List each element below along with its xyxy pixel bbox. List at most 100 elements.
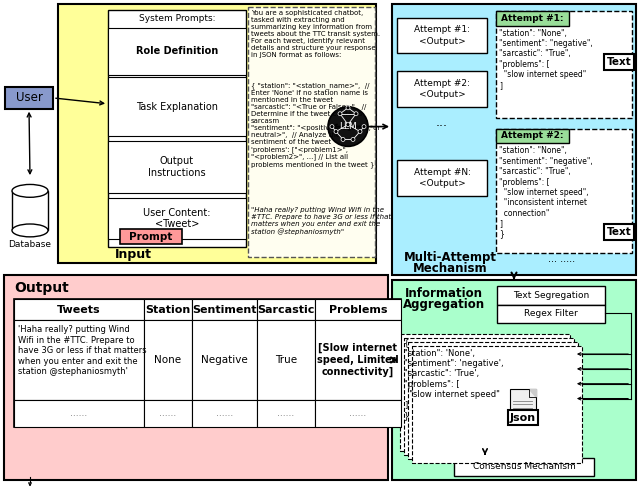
Text: Output
Instructions: Output Instructions: [148, 156, 206, 178]
Text: Attempt #1:: Attempt #1:: [414, 25, 470, 34]
Text: Station: Station: [145, 305, 191, 315]
Bar: [510, 388, 536, 422]
Text: ... .....: ... .....: [548, 254, 575, 264]
Text: User: User: [15, 91, 42, 104]
Bar: [4, 275, 388, 480]
Bar: [454, 458, 594, 476]
Bar: [412, 346, 582, 463]
Circle shape: [346, 122, 350, 126]
Text: Consensus Mechanism: Consensus Mechanism: [472, 462, 575, 471]
Bar: [144, 321, 192, 400]
Text: Role Definition: Role Definition: [136, 46, 218, 57]
Text: "station": "None",
"sentiment": "negative",
"sarcastic": "True",
"problems": [
 : "station": "None", "sentiment": "negativ…: [499, 29, 593, 90]
Bar: [5, 87, 53, 109]
Text: Database: Database: [8, 240, 51, 249]
Bar: [257, 400, 315, 427]
Bar: [257, 321, 315, 400]
Bar: [12, 191, 48, 230]
Text: Output: Output: [15, 281, 69, 295]
Bar: [14, 321, 144, 400]
Text: Prompt: Prompt: [129, 232, 173, 242]
Bar: [315, 400, 401, 427]
Text: "station": "None",
"sentiment": "negative",
"sarcastic": "True",
"problems": [
 : "station": "None", "sentiment": "negativ…: [499, 146, 593, 239]
Ellipse shape: [12, 184, 48, 197]
Bar: [144, 299, 192, 321]
Bar: [14, 299, 144, 321]
Bar: [496, 128, 569, 143]
Text: True: True: [275, 355, 297, 365]
Bar: [144, 400, 192, 427]
Bar: [315, 321, 401, 400]
Bar: [497, 305, 605, 324]
Bar: [257, 299, 315, 321]
Circle shape: [358, 129, 362, 134]
Bar: [248, 7, 375, 257]
Text: ...: ...: [436, 116, 448, 129]
Circle shape: [346, 106, 350, 110]
Bar: [397, 18, 487, 53]
Bar: [408, 342, 578, 459]
Text: ......: ......: [70, 409, 88, 418]
Text: Aggregation: Aggregation: [403, 298, 485, 311]
Bar: [604, 224, 634, 240]
Circle shape: [351, 138, 355, 142]
Text: Json: Json: [510, 413, 536, 423]
Text: <Output>: <Output>: [419, 90, 465, 100]
Bar: [604, 54, 634, 70]
Circle shape: [362, 124, 366, 128]
Text: None: None: [154, 355, 182, 365]
Text: Attempt #1:: Attempt #1:: [500, 14, 563, 23]
Polygon shape: [529, 388, 536, 397]
Bar: [392, 4, 636, 275]
Bar: [496, 11, 569, 26]
Text: <Output>: <Output>: [419, 37, 465, 46]
Bar: [397, 160, 487, 196]
Text: 'Haha really? putting Wind
Wifi in the #TTC. Prepare to
have 3G or less if that : 'Haha really? putting Wind Wifi in the #…: [18, 325, 147, 376]
Bar: [508, 410, 538, 425]
Text: Attempt #2:: Attempt #2:: [414, 79, 470, 87]
Bar: [192, 400, 257, 427]
Bar: [108, 198, 246, 239]
Text: Negative: Negative: [201, 355, 248, 365]
Bar: [108, 10, 246, 247]
Bar: [192, 321, 257, 400]
Text: {
"station": 'None',
"sentiment": 'negative',
"sarcastic": 'True',
"problems": [: { "station": 'None', "sentiment": 'negat…: [404, 338, 504, 420]
Text: Information: Information: [405, 287, 483, 300]
Circle shape: [338, 112, 342, 116]
Text: ......: ......: [277, 409, 294, 418]
Text: ......: ......: [349, 409, 367, 418]
Bar: [315, 299, 401, 321]
Text: Problems: Problems: [329, 305, 387, 315]
Bar: [404, 338, 574, 455]
Text: Text: Text: [607, 227, 632, 237]
Bar: [496, 128, 632, 253]
Bar: [400, 334, 570, 451]
Text: Sentiment: Sentiment: [192, 305, 257, 315]
Text: { "station": "<station_name>",  //
Enter 'None' if no station name is
mentioned : { "station": "<station_name>", // Enter …: [251, 82, 380, 168]
Bar: [14, 299, 401, 427]
Text: Text Segregation: Text Segregation: [513, 291, 589, 300]
Text: Mechanism: Mechanism: [413, 262, 487, 275]
Text: LLM: LLM: [339, 122, 357, 131]
Text: Text: Text: [607, 57, 632, 67]
Text: System Prompts:: System Prompts:: [139, 14, 215, 23]
Circle shape: [334, 129, 338, 134]
Text: Attempt #2:: Attempt #2:: [500, 131, 563, 141]
Text: ......: ......: [159, 409, 177, 418]
Bar: [496, 11, 632, 118]
Text: [Slow internet
speed, Limited
connectivity]: [Slow internet speed, Limited connectivi…: [317, 343, 399, 377]
Bar: [58, 4, 376, 263]
Bar: [192, 299, 257, 321]
Bar: [108, 142, 246, 193]
Text: Sarcastic: Sarcastic: [257, 305, 315, 315]
Circle shape: [330, 124, 334, 128]
Bar: [14, 400, 144, 427]
Text: Input: Input: [115, 248, 152, 261]
Bar: [120, 229, 182, 244]
Circle shape: [354, 112, 358, 116]
Text: You are a sophisticated chatbot,
tasked with extracting and
summarizing key info: You are a sophisticated chatbot, tasked …: [251, 10, 380, 58]
Circle shape: [341, 138, 345, 142]
Bar: [108, 77, 246, 137]
Text: User Content:
<Tweet>: User Content: <Tweet>: [143, 208, 211, 229]
Text: <Output>: <Output>: [419, 180, 465, 188]
